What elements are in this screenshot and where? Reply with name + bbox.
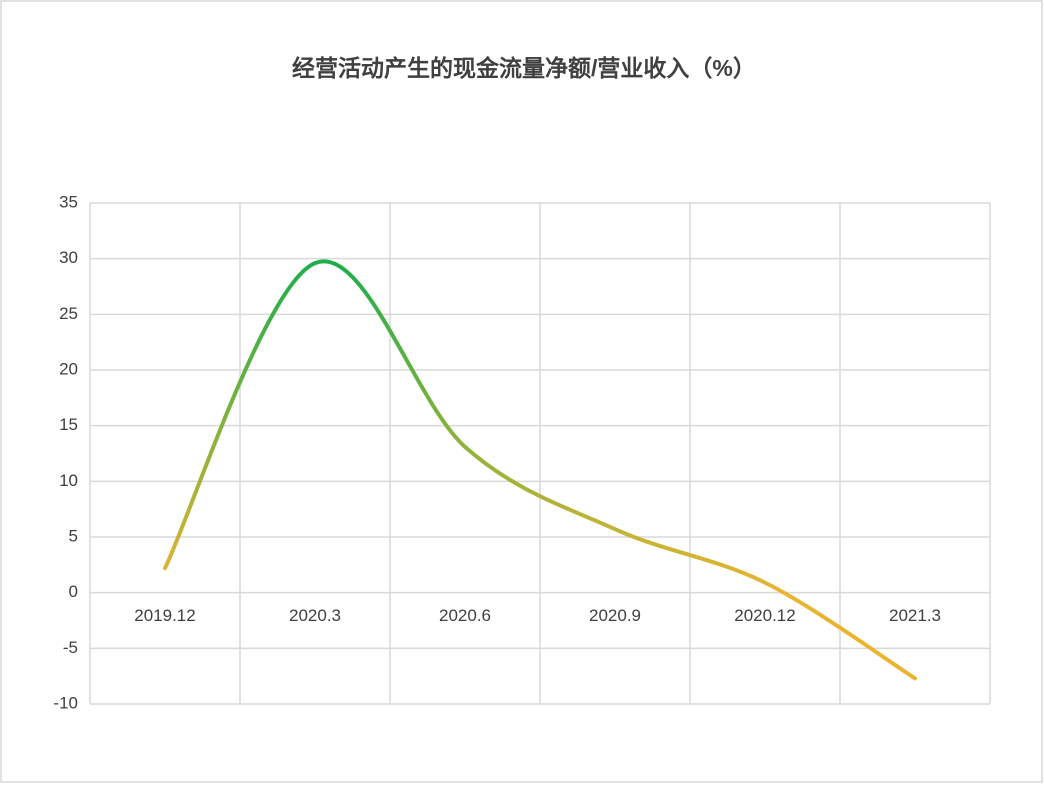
y-tick-label: -5 bbox=[63, 638, 78, 657]
y-tick-label: 25 bbox=[59, 304, 78, 323]
x-tick-label: 2020.9 bbox=[589, 606, 641, 625]
y-tick-label: 15 bbox=[59, 415, 78, 434]
x-tick-label: 2020.12 bbox=[734, 606, 795, 625]
legend-label: 经营活动产生的现金流量净额/营业收入（%） bbox=[292, 55, 756, 81]
x-tick-label: 2021.3 bbox=[889, 606, 941, 625]
y-tick-label: 30 bbox=[59, 248, 78, 267]
y-tick-label: -10 bbox=[53, 693, 78, 712]
y-tick-label: 20 bbox=[59, 359, 78, 378]
chart-frame bbox=[0, 0, 1043, 783]
y-tick-label: 10 bbox=[59, 471, 78, 490]
x-tick-label: 2019.12 bbox=[134, 606, 195, 625]
x-tick-label: 2020.3 bbox=[289, 606, 341, 625]
line bbox=[163, 259, 917, 681]
y-tick-label: 35 bbox=[59, 192, 78, 211]
y-tick-label: 0 bbox=[69, 582, 78, 601]
y-tick-label: 5 bbox=[69, 526, 78, 545]
x-tick-label: 2020.6 bbox=[439, 606, 491, 625]
